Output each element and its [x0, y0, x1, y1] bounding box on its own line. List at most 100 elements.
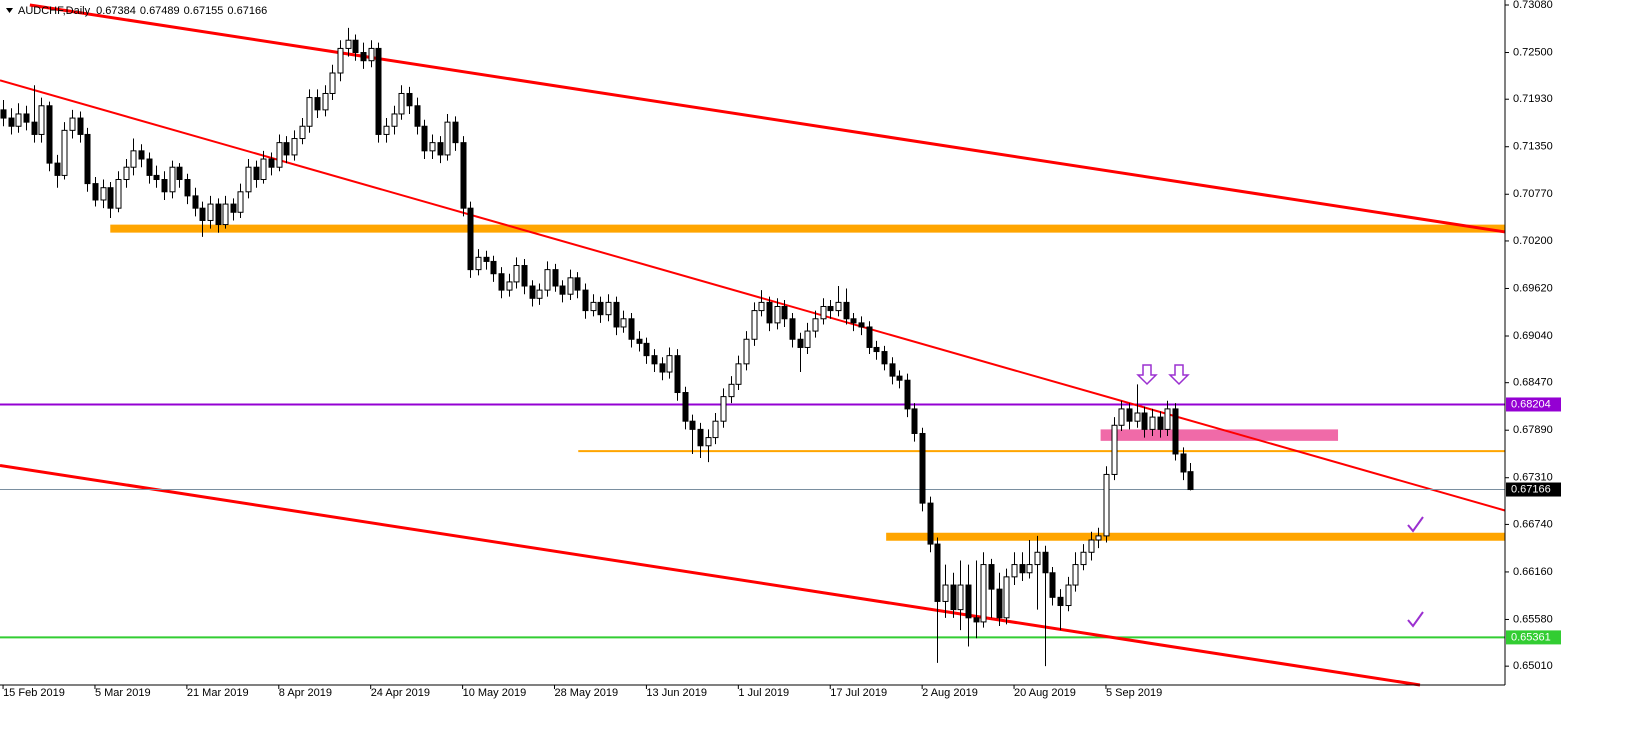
candle-body	[299, 125, 306, 140]
candle-body	[23, 113, 30, 123]
candle-body	[153, 174, 160, 181]
candle-body	[1172, 408, 1179, 455]
candle-body	[490, 260, 497, 275]
candle-body	[636, 338, 643, 344]
candle-body	[169, 166, 176, 193]
candle-body	[574, 277, 581, 291]
high: 0.67489	[140, 5, 180, 17]
candle-body	[613, 301, 620, 328]
candle-body	[1003, 576, 1010, 619]
candle-body	[54, 162, 61, 176]
candle-body	[1049, 572, 1056, 598]
candle-body	[406, 92, 413, 107]
trend-line	[29, 3, 1506, 234]
candle-body	[812, 318, 819, 332]
candle-body	[322, 92, 329, 111]
candle-body	[1019, 564, 1026, 574]
candle-body	[192, 195, 199, 209]
price-tag-label: 0.67166	[1511, 483, 1551, 495]
candle-body	[1034, 551, 1041, 566]
candle-body	[77, 117, 84, 135]
y-tick-label: 0.70770	[1513, 188, 1553, 200]
candle-body	[46, 105, 53, 164]
zone	[1100, 429, 1339, 441]
candle-body	[659, 363, 666, 373]
y-tick-label: 0.67310	[1513, 472, 1553, 484]
y-tick-label: 0.72500	[1513, 46, 1553, 58]
candle-body	[31, 121, 38, 135]
candle-body	[414, 105, 421, 127]
candle-body	[705, 437, 712, 447]
y-tick-label: 0.69040	[1513, 330, 1553, 342]
menu-triangle	[6, 8, 13, 13]
candle-body	[215, 203, 222, 226]
candle-body	[115, 179, 122, 209]
candle-body	[314, 97, 321, 111]
candle-body	[597, 301, 604, 316]
candle-body	[161, 179, 168, 193]
x-tick-label: 15 Feb 2019	[3, 687, 65, 699]
candle-body	[276, 142, 283, 168]
candle-body	[1149, 416, 1156, 430]
candle-body	[283, 142, 290, 156]
arrow-marker	[1168, 364, 1190, 386]
price-tag	[1506, 630, 1561, 645]
candle-body	[123, 166, 130, 181]
x-tick-label: 5 Sep 2019	[1106, 687, 1162, 699]
candle-body	[100, 187, 107, 201]
candle-body	[360, 52, 367, 62]
candle-body	[1118, 408, 1125, 426]
candle-body	[184, 179, 191, 197]
candle-body	[934, 543, 941, 602]
y-tick-label: 0.67890	[1513, 424, 1553, 436]
candle-body	[222, 203, 229, 226]
candle-body	[138, 150, 145, 160]
candle-body	[911, 408, 918, 434]
y-tick-label: 0.69620	[1513, 282, 1553, 294]
x-tick-label: 21 Mar 2019	[187, 687, 249, 699]
candle-body	[176, 166, 183, 181]
checkmark	[1407, 611, 1424, 628]
candle-body	[980, 564, 987, 623]
candle-body	[774, 305, 781, 324]
candle-body	[896, 375, 903, 381]
x-tick-label: 5 Mar 2019	[95, 687, 151, 699]
x-tick-label: 24 Apr 2019	[371, 687, 430, 699]
y-tick-label: 0.65010	[1513, 660, 1553, 672]
candle-body	[965, 584, 972, 619]
candle-body	[337, 47, 344, 74]
candle-body	[460, 142, 467, 209]
candle-body	[368, 47, 375, 62]
candle-body	[506, 281, 513, 291]
candle-body	[651, 355, 658, 365]
checkmark	[1407, 516, 1424, 533]
candle-body	[69, 117, 76, 131]
candle-body	[950, 584, 957, 611]
y-tick-label: 0.68470	[1513, 377, 1553, 389]
candle-body	[260, 158, 267, 181]
candle-body	[751, 310, 758, 340]
candle-body	[1157, 416, 1164, 430]
candle-body	[735, 363, 742, 385]
candle-body	[483, 256, 490, 262]
candle-body	[682, 392, 689, 422]
candle-body	[529, 285, 536, 299]
candle-body	[957, 584, 964, 611]
candle-body	[904, 379, 911, 410]
x-tick-label: 2 Aug 2019	[922, 687, 978, 699]
candle-body	[444, 121, 451, 156]
candle-body	[15, 113, 22, 127]
candle-body	[1141, 412, 1148, 430]
candle-body	[1134, 412, 1141, 422]
candle-body	[605, 301, 612, 316]
candle-body	[1011, 564, 1018, 578]
candle-body	[873, 346, 880, 353]
x-tick-label: 28 May 2019	[555, 687, 619, 699]
candle-body	[513, 265, 520, 283]
candle-body	[199, 207, 206, 221]
candle-body	[1088, 539, 1095, 553]
candle-body	[758, 301, 765, 312]
candle-body	[1126, 408, 1133, 422]
candle-body	[237, 191, 244, 213]
